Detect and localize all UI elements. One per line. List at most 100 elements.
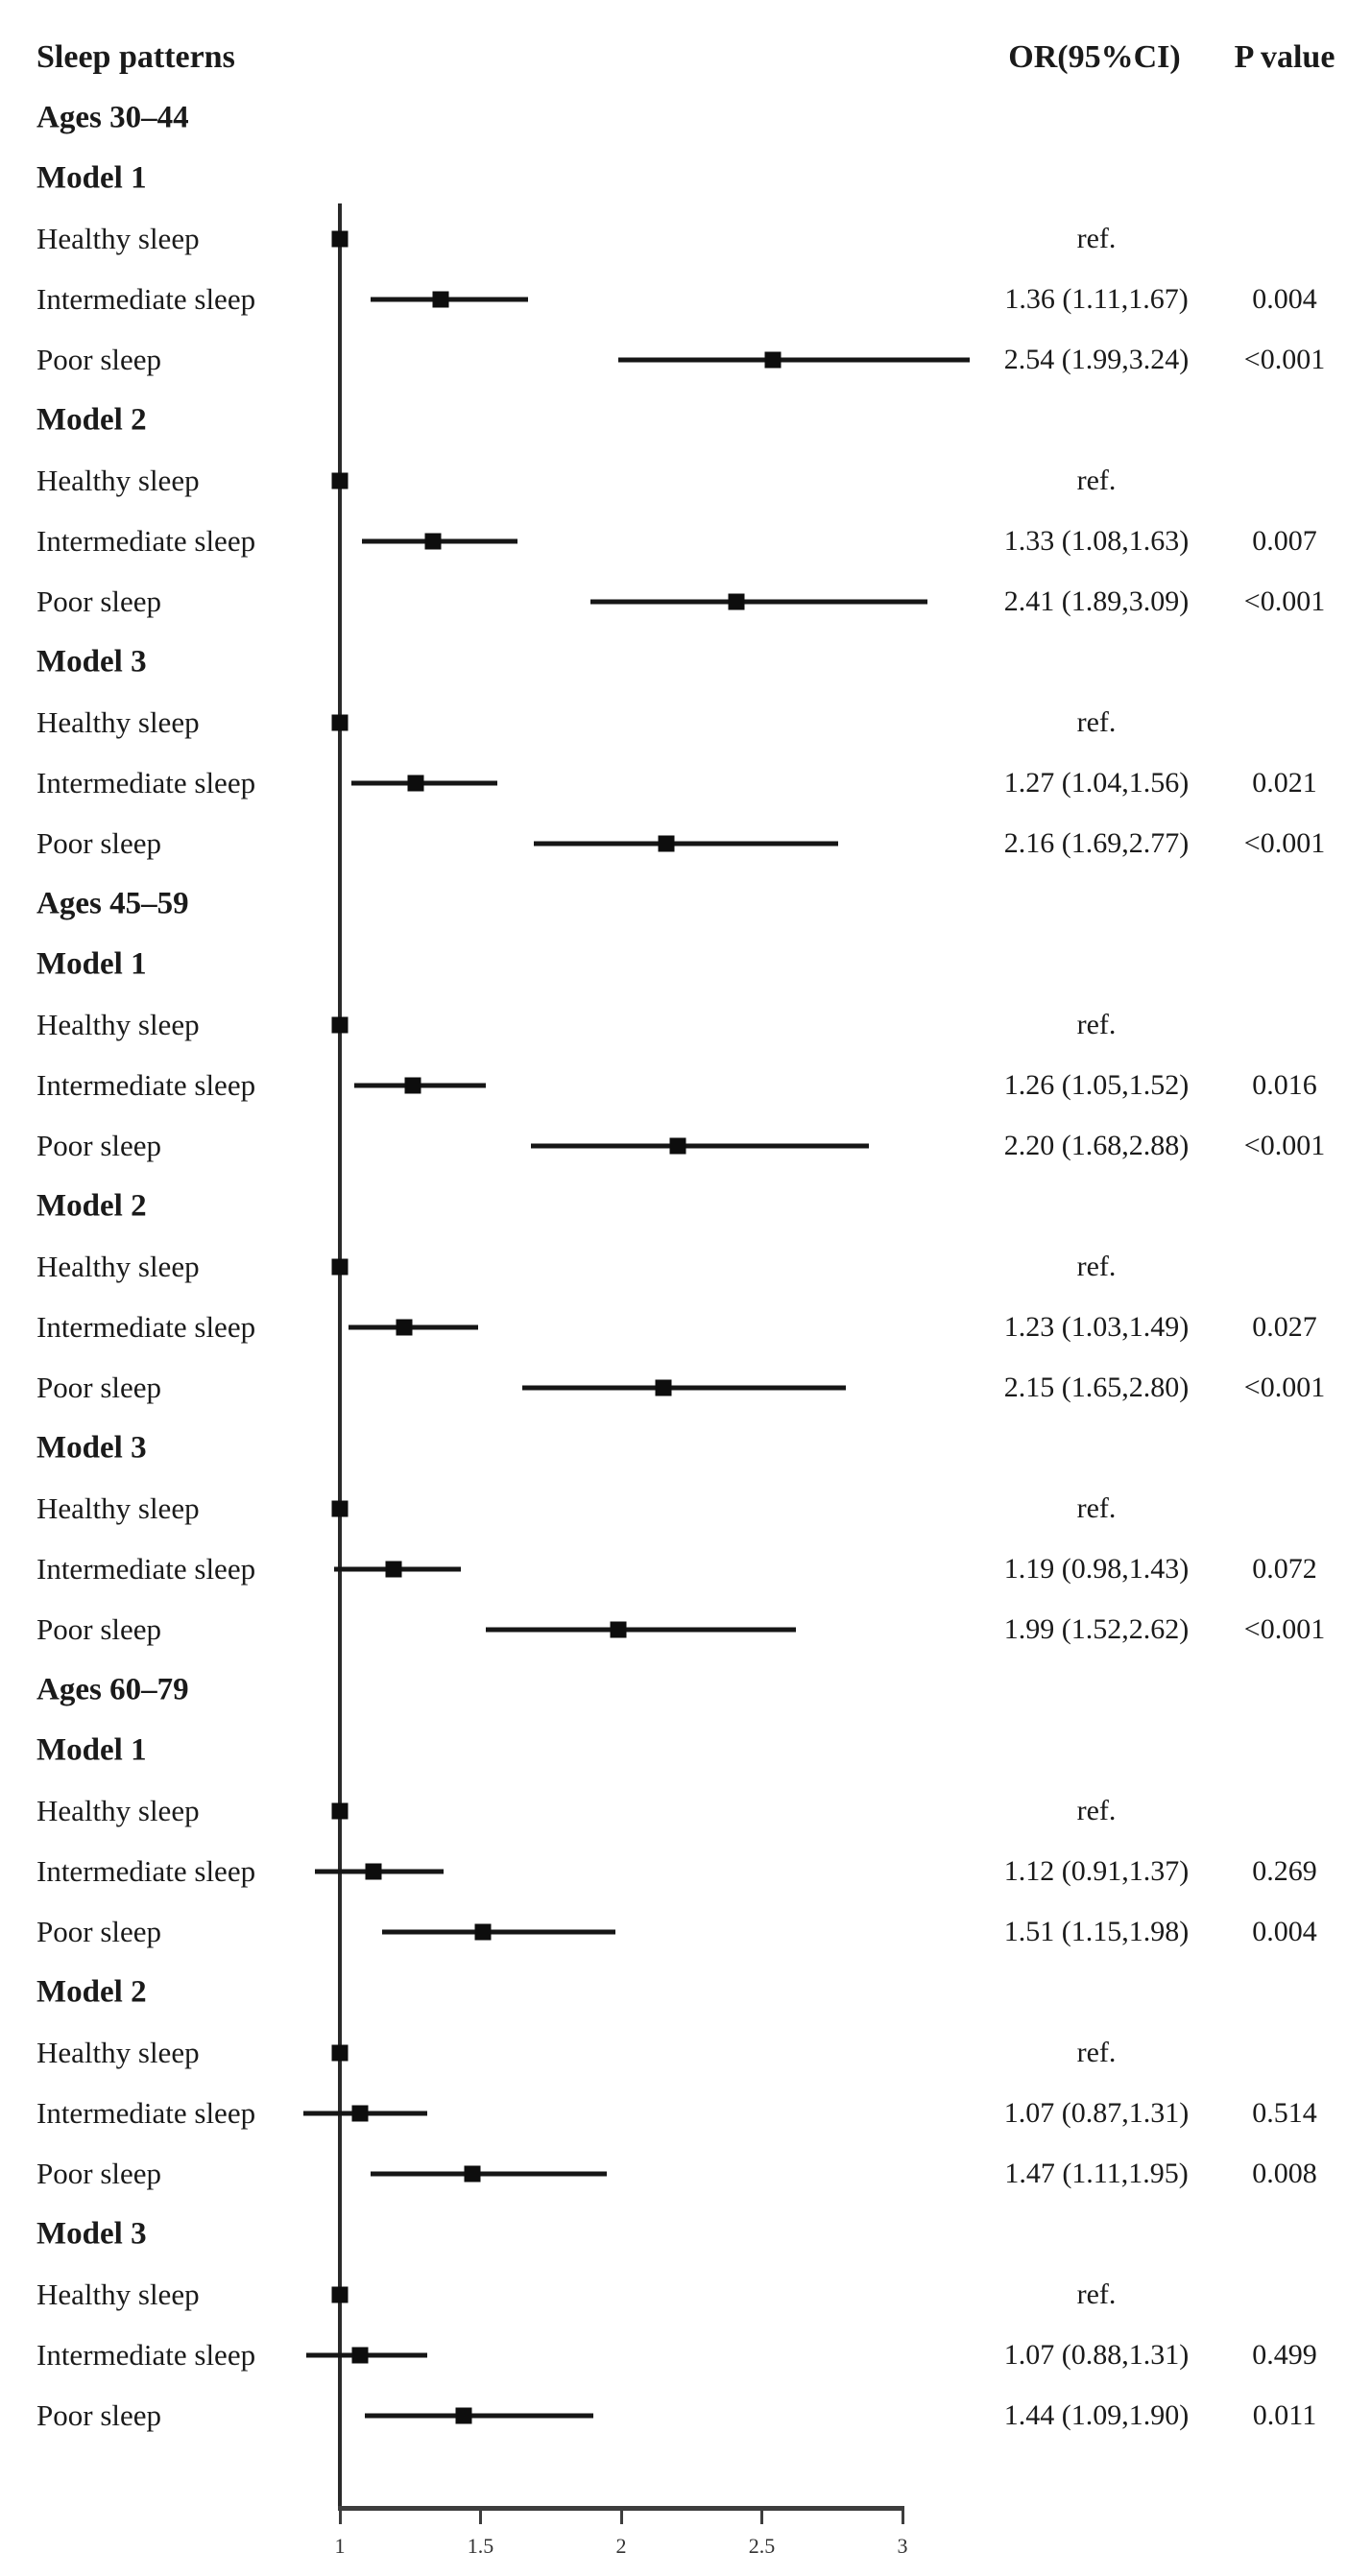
row-label: Healthy sleep [36, 1008, 200, 1041]
x-axis-tick-label: 2 [615, 2534, 627, 2558]
x-axis-tick-label: 1 [334, 2534, 346, 2558]
row-label: Poor sleep [36, 2398, 162, 2432]
row-label: Healthy sleep [36, 2278, 200, 2311]
row-label: Intermediate sleep [36, 2338, 256, 2372]
or-marker [407, 775, 424, 792]
model-label: Model 2 [36, 1974, 147, 2010]
or-marker [396, 1319, 413, 1336]
x-axis-tick [338, 2511, 342, 2524]
row-label: Healthy sleep [36, 2036, 200, 2069]
or-marker [432, 291, 449, 308]
or-marker [331, 1258, 349, 1276]
model-label: Model 1 [36, 160, 147, 196]
p-value: <0.001 [1243, 585, 1326, 617]
or-value: 2.20 (1.68,2.88) [1003, 1130, 1190, 1161]
row-label: Poor sleep [36, 1915, 162, 1948]
column-header-sleep-patterns: Sleep patterns [36, 39, 235, 75]
x-axis-tick-label: 2.5 [748, 2534, 776, 2558]
p-value: 0.072 [1252, 1553, 1317, 1585]
or-value: 1.47 (1.11,1.95) [1004, 2158, 1189, 2189]
ci-line [381, 1929, 616, 1935]
or-value: 1.19 (0.98,1.43) [1003, 1553, 1190, 1585]
p-value: 0.007 [1252, 525, 1317, 557]
row-label: Healthy sleep [36, 1491, 200, 1525]
or-value: 2.15 (1.65,2.80) [1003, 1371, 1190, 1403]
x-axis-tick-label: 3 [897, 2534, 908, 2558]
or-value: 1.33 (1.08,1.63) [1003, 525, 1190, 557]
column-header-or-ci: OR(95%CI) [1008, 39, 1181, 75]
reference-line [338, 203, 342, 2511]
p-value: 0.004 [1252, 283, 1317, 315]
or-value: 2.16 (1.69,2.77) [1003, 827, 1190, 859]
or-marker [464, 2165, 481, 2182]
or-value: 1.99 (1.52,2.62) [1003, 1613, 1190, 1645]
p-value: 0.008 [1252, 2158, 1317, 2189]
or-marker [455, 2407, 472, 2424]
or-marker [658, 835, 675, 852]
row-label: Poor sleep [36, 1612, 162, 1646]
row-label: Poor sleep [36, 2157, 162, 2190]
row-label: Healthy sleep [36, 1794, 200, 1827]
row-label: Intermediate sleep [36, 1068, 256, 1102]
model-label: Model 1 [36, 946, 147, 982]
or-marker [610, 1621, 627, 1638]
ref-label: ref. [1076, 2278, 1117, 2310]
or-marker [331, 714, 349, 731]
or-marker [728, 593, 745, 610]
p-value: 0.011 [1252, 2399, 1317, 2431]
row-label: Intermediate sleep [36, 1854, 256, 1888]
row-label: Poor sleep [36, 826, 162, 860]
row-label: Intermediate sleep [36, 1552, 256, 1586]
or-value: 2.54 (1.99,3.24) [1003, 344, 1190, 375]
or-marker [385, 1561, 402, 1578]
x-axis-tick [760, 2511, 763, 2524]
row-label: Poor sleep [36, 1371, 162, 1404]
ci-line [371, 297, 529, 302]
or-marker [474, 1923, 492, 1941]
ci-line [618, 357, 971, 363]
x-axis-tick-label: 1.5 [467, 2534, 494, 2558]
row-label: Intermediate sleep [36, 1310, 256, 1344]
row-label: Healthy sleep [36, 464, 200, 497]
or-marker [331, 2286, 349, 2303]
ref-label: ref. [1076, 1009, 1117, 1040]
row-label: Healthy sleep [36, 222, 200, 255]
p-value: 0.004 [1252, 1916, 1317, 1947]
p-value: 0.499 [1252, 2339, 1317, 2371]
row-label: Poor sleep [36, 343, 162, 376]
or-marker [351, 2105, 368, 2122]
or-marker [331, 472, 349, 489]
ref-label: ref. [1076, 223, 1117, 254]
or-marker [655, 1379, 672, 1396]
ci-line [486, 1627, 796, 1633]
model-label: Model 2 [36, 402, 147, 438]
or-value: 1.36 (1.11,1.67) [1004, 283, 1189, 315]
or-value: 1.27 (1.04,1.56) [1003, 767, 1190, 799]
or-value: 1.51 (1.15,1.98) [1003, 1916, 1190, 1947]
or-value: 1.07 (0.87,1.31) [1003, 2097, 1190, 2129]
p-value: 0.016 [1252, 1069, 1317, 1101]
or-marker [669, 1137, 686, 1155]
or-marker [331, 230, 349, 248]
ref-label: ref. [1076, 1492, 1117, 1524]
or-marker [331, 1802, 349, 1820]
model-label: Model 3 [36, 644, 147, 680]
or-marker [764, 351, 782, 369]
row-label: Healthy sleep [36, 705, 200, 739]
p-value: <0.001 [1243, 1130, 1326, 1161]
or-marker [331, 2044, 349, 2062]
p-value: <0.001 [1243, 1613, 1326, 1645]
p-value: <0.001 [1243, 1371, 1326, 1403]
x-axis-tick [619, 2511, 623, 2524]
row-label: Poor sleep [36, 1129, 162, 1162]
or-value: 2.41 (1.89,3.09) [1003, 585, 1190, 617]
row-label: Intermediate sleep [36, 2096, 256, 2130]
ci-line [522, 1385, 847, 1391]
or-marker [331, 1016, 349, 1034]
ci-line [589, 599, 928, 605]
row-label: Intermediate sleep [36, 766, 256, 799]
or-value: 1.44 (1.09,1.90) [1003, 2399, 1190, 2431]
ci-line [365, 2413, 593, 2419]
or-value: 1.07 (0.88,1.31) [1003, 2339, 1190, 2371]
ci-line [534, 841, 838, 847]
